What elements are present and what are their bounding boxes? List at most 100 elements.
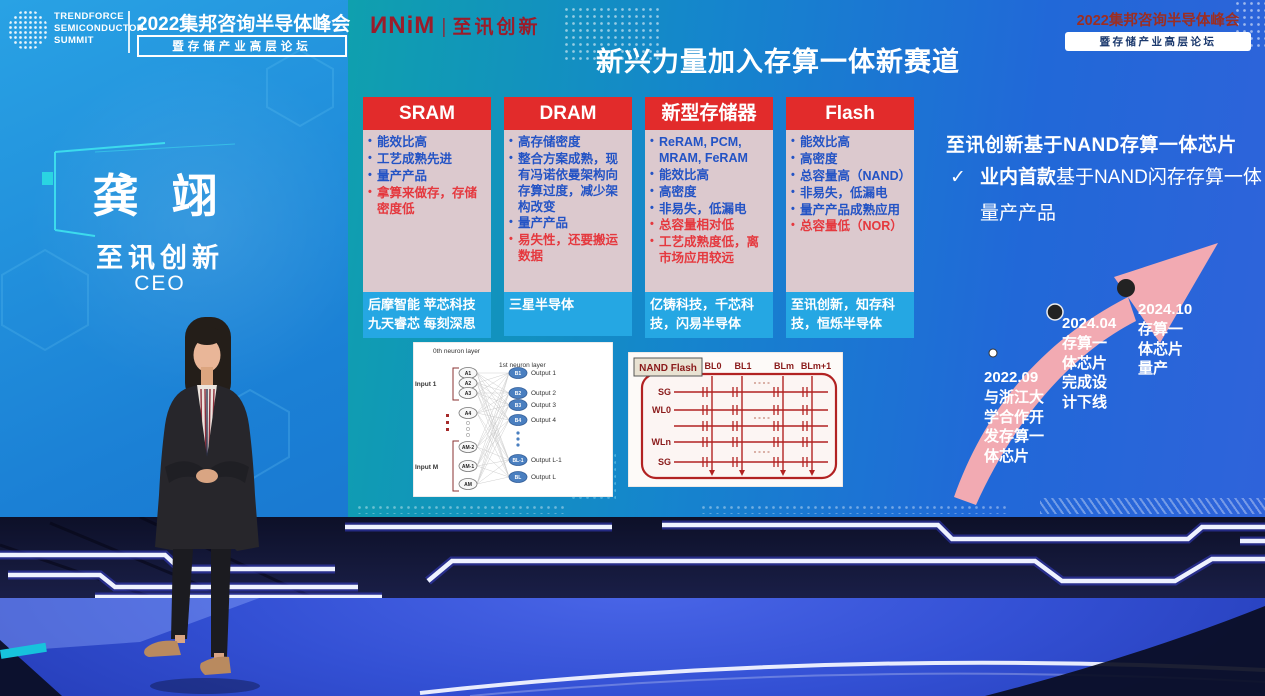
timeline-date: 2022.09 (984, 369, 1039, 386)
svg-text:BLm: BLm (774, 361, 794, 371)
nn-input-first: Input 1 (415, 381, 437, 388)
svg-text:B3: B3 (515, 403, 522, 409)
nn-connections (476, 372, 510, 485)
nand-label-box (633, 357, 703, 377)
speaker-name: 龚 翊 (92, 170, 228, 222)
wordmark-line: Trendforce (54, 11, 124, 22)
column-companies: 亿铸科技，千芯科技，闪易半导体 (645, 292, 773, 338)
speaker-shoe-left (144, 640, 181, 657)
svg-text:Output 4: Output 4 (531, 417, 556, 424)
speaker-company: 至讯创新 (96, 243, 224, 273)
nand-bitline-wires (711, 376, 813, 470)
namecard-frame-decor (42, 142, 236, 237)
svg-text:A4: A4 (465, 411, 472, 417)
hatch-decor (1040, 498, 1265, 514)
speaker-forearm-right (209, 461, 249, 483)
highlight-heading: 至讯创新基于NAND存算一体芯片 (946, 135, 1237, 156)
speaker-blazer (155, 385, 259, 551)
speaker-forearm-left (165, 461, 205, 483)
svg-text:A2: A2 (465, 381, 472, 387)
bullet-item: 易失性，还要搬运数据 (509, 233, 629, 265)
column-header: 新型存储器 (645, 97, 773, 130)
speaker-leg-right (211, 549, 231, 657)
wordmark-line: Semiconductor (54, 23, 144, 34)
svg-text:AM-1: AM-1 (462, 464, 474, 470)
column-companies: 三星半导体 (504, 292, 632, 336)
cons-list: 总容量相对低工艺成熟度低，离市场应用较远 (650, 218, 770, 267)
svg-text:Output 3: Output 3 (531, 402, 556, 409)
pros-list: 能效比高高密度总容量高（NAND）非易失，低漏电量产产品成熟应用 (791, 135, 911, 218)
svg-text:B2: B2 (515, 391, 522, 397)
floor-dark-right (985, 606, 1265, 696)
bullet-item: 量产产品 (368, 169, 488, 185)
timeline-item-2: 2024.04 存算一体芯片完成设计下线 (1062, 314, 1116, 413)
speaker-neck (201, 367, 213, 387)
bullet-item: 总容量高（NAND） (791, 169, 911, 185)
speaker-face (193, 338, 221, 372)
svg-text:BL-1: BL-1 (512, 458, 523, 464)
svg-text:AM: AM (464, 482, 472, 488)
column-flash: Flash 能效比高高密度总容量高（NAND）非易失，低漏电量产产品成熟应用 总… (786, 97, 914, 338)
arrow-head (1114, 243, 1218, 343)
svg-text:WL0: WL0 (652, 405, 671, 415)
dot-row-decor (356, 504, 566, 514)
speaker-ankle-left (175, 635, 185, 643)
timeline-desc: 存算一体芯片量产 (1138, 320, 1184, 378)
column-header: SRAM (363, 97, 491, 130)
column-body: 能效比高高密度总容量高（NAND）非易失，低漏电量产产品成熟应用 总容量低（NO… (786, 130, 914, 292)
timeline-desc: 与浙江大学合作开发存算一体芯片 (984, 388, 1045, 466)
arrow-body (954, 297, 1136, 505)
unim-logo-text: ИNiM (370, 12, 436, 39)
header-divider (128, 11, 130, 53)
timeline-item-3: 2024.10 存算一体芯片量产 (1138, 300, 1193, 379)
svg-text:B4: B4 (515, 418, 522, 424)
memory-comparison-columns: SRAM 能效比高工艺成熟先进量产产品 拿算来做存，存储密度低 后摩智能 苹芯科… (363, 97, 914, 338)
svg-text:BLm+1: BLm+1 (801, 361, 831, 371)
column-sram: SRAM 能效比高工艺成熟先进量产产品 拿算来做存，存储密度低 后摩智能 苹芯科… (363, 97, 491, 338)
bullet-item: 能效比高 (650, 168, 770, 184)
summit-subtitle: 暨存储产业高层论坛 (137, 35, 347, 57)
neural-network-diagram: 0th neuron layer 1st neuron layer Input … (413, 342, 613, 497)
svg-text:SG: SG (658, 457, 671, 467)
bullet-item: 工艺成熟先进 (368, 152, 488, 168)
bullet-item: 非易失，低漏电 (650, 202, 770, 218)
nn-input-last: Input M (415, 464, 438, 471)
nand-label: NAND Flash (639, 363, 697, 374)
nn-layer1-label: 1st neuron layer (499, 362, 546, 369)
timeline-desc: 存算一体芯片完成设计下线 (1062, 334, 1108, 412)
column-body: 能效比高工艺成熟先进量产产品 拿算来做存，存储密度低 (363, 130, 491, 292)
svg-text:BL: BL (515, 475, 522, 481)
floor-decor (0, 598, 1265, 696)
bullet-item: 高密度 (791, 152, 911, 168)
trendforce-logo-icon (8, 10, 48, 50)
logo-divider: | (441, 16, 447, 38)
speaker-person (144, 317, 259, 675)
bullet-item: 高密度 (650, 185, 770, 201)
stage-neon-strips (0, 515, 1265, 602)
svg-text:A1: A1 (465, 371, 472, 377)
event-header-left: Trendforce Semiconductor Summit 2022集邦咨询… (8, 8, 353, 58)
timeline-date: 2024.10 (1138, 301, 1193, 318)
dot-row-decor (700, 504, 1010, 514)
event-header-right: 2022集邦咨询半导体峰会 暨存储产业高层论坛 (1065, 9, 1251, 51)
nn-layer0-label: 0th neuron layer (433, 348, 481, 355)
checkmark-icon: ✓ (950, 167, 966, 188)
bullet-item: 高存储密度 (509, 135, 629, 151)
svg-text:SG: SG (658, 387, 671, 397)
nand-ellipsis-dashes (754, 382, 772, 453)
pros-list: 能效比高工艺成熟先进量产产品 (368, 135, 488, 185)
inputM-bracket (452, 440, 459, 492)
cons-list: 拿算来做存，存储密度低 (368, 186, 488, 218)
svg-text:BL0: BL0 (704, 361, 721, 371)
speaker-shadow (150, 678, 260, 694)
svg-text:B1: B1 (515, 371, 522, 377)
summit-title-small: 2022集邦咨询半导体峰会 (1076, 13, 1240, 29)
nn-b-labels: B1 B2 B3 B4 BL-1 BL (512, 371, 523, 481)
column-companies: 后摩智能 苹芯科技 九天睿芯 每刻深思 (363, 292, 491, 338)
bullet-item: 拿算来做存，存储密度低 (368, 186, 488, 218)
nand-wordline-labels: SG WL0 WLn SG (652, 387, 672, 467)
timeline-item-1: 2022.09 与浙江大学合作开发存算一体芯片 (984, 368, 1046, 467)
bullet-item: 能效比高 (368, 135, 488, 151)
stage-floor (0, 598, 1265, 696)
svg-text:Output 1: Output 1 (531, 370, 556, 377)
